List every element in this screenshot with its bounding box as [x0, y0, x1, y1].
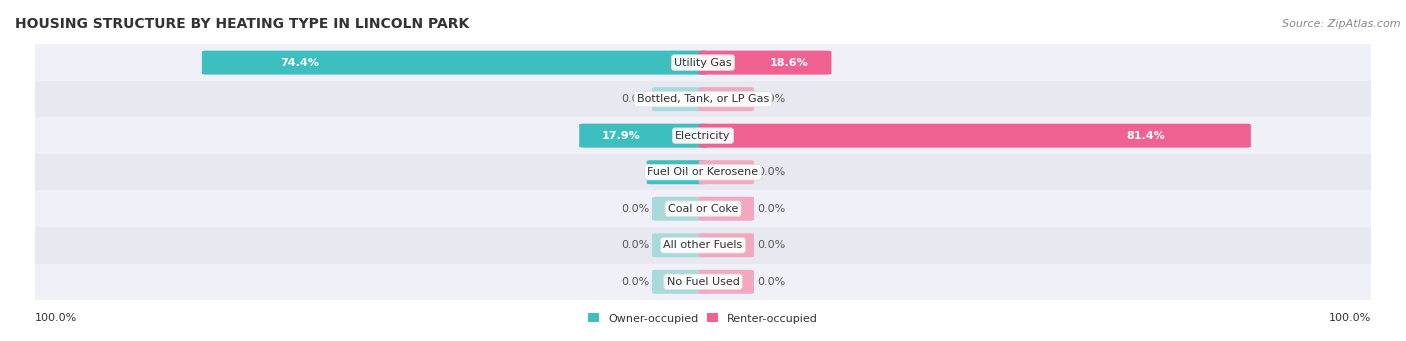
Text: Fuel Oil or Kerosene: Fuel Oil or Kerosene: [647, 167, 759, 177]
Text: 7.8%: 7.8%: [659, 167, 689, 177]
Text: 0.0%: 0.0%: [756, 204, 785, 214]
FancyBboxPatch shape: [699, 50, 831, 75]
FancyBboxPatch shape: [652, 197, 707, 221]
Text: 0.0%: 0.0%: [621, 204, 650, 214]
Text: 0.0%: 0.0%: [756, 167, 785, 177]
Text: 0.0%: 0.0%: [621, 94, 650, 104]
FancyBboxPatch shape: [579, 124, 707, 148]
Text: Bottled, Tank, or LP Gas: Bottled, Tank, or LP Gas: [637, 94, 769, 104]
Text: No Fuel Used: No Fuel Used: [666, 277, 740, 287]
Text: 0.0%: 0.0%: [621, 277, 650, 287]
Text: 17.9%: 17.9%: [602, 131, 640, 141]
Text: 0.0%: 0.0%: [756, 94, 785, 104]
Text: 81.4%: 81.4%: [1126, 131, 1166, 141]
FancyBboxPatch shape: [202, 50, 707, 75]
FancyBboxPatch shape: [699, 233, 754, 257]
FancyBboxPatch shape: [699, 124, 1251, 148]
FancyBboxPatch shape: [699, 270, 754, 294]
Text: 18.6%: 18.6%: [770, 58, 808, 68]
Text: Source: ZipAtlas.com: Source: ZipAtlas.com: [1282, 19, 1400, 29]
Text: 74.4%: 74.4%: [281, 58, 319, 68]
FancyBboxPatch shape: [652, 233, 707, 257]
FancyBboxPatch shape: [652, 87, 707, 111]
Text: All other Fuels: All other Fuels: [664, 240, 742, 250]
Legend: Owner-occupied, Renter-occupied: Owner-occupied, Renter-occupied: [583, 309, 823, 328]
FancyBboxPatch shape: [699, 197, 754, 221]
Text: 0.0%: 0.0%: [621, 240, 650, 250]
Text: Utility Gas: Utility Gas: [675, 58, 731, 68]
Text: 100.0%: 100.0%: [35, 313, 77, 324]
Text: 0.0%: 0.0%: [756, 240, 785, 250]
Text: 0.0%: 0.0%: [756, 277, 785, 287]
FancyBboxPatch shape: [652, 270, 707, 294]
FancyBboxPatch shape: [647, 160, 707, 184]
Text: Electricity: Electricity: [675, 131, 731, 141]
Text: 100.0%: 100.0%: [1329, 313, 1371, 324]
FancyBboxPatch shape: [699, 87, 754, 111]
Text: HOUSING STRUCTURE BY HEATING TYPE IN LINCOLN PARK: HOUSING STRUCTURE BY HEATING TYPE IN LIN…: [14, 17, 470, 31]
FancyBboxPatch shape: [699, 160, 754, 184]
Text: Coal or Coke: Coal or Coke: [668, 204, 738, 214]
